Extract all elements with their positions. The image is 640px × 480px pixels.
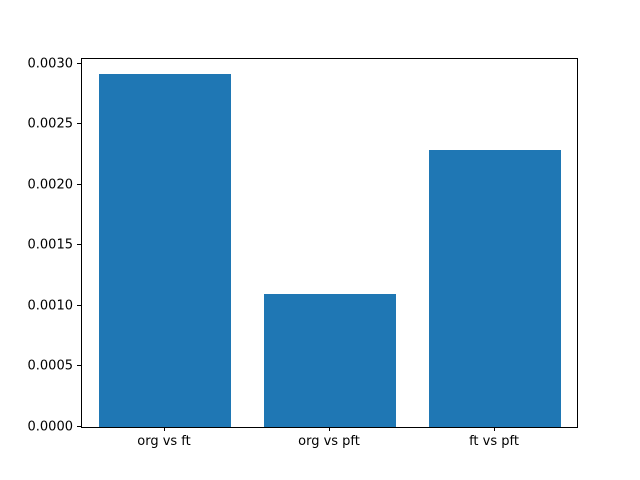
y-tick-mark [77,305,81,306]
y-tick-mark [77,184,81,185]
y-tick-mark [77,63,81,64]
x-tick-mark [494,427,495,431]
y-tick-mark [77,426,81,427]
y-tick-label: 0.0030 [27,56,74,72]
bar-org-vs-ft [99,74,231,427]
bar-org-vs-pft [264,294,396,427]
y-tick-label: 0.0005 [27,358,74,374]
plot-area [81,58,578,428]
y-tick-label: 0.0010 [27,298,74,314]
bar-ft-vs-pft [429,150,561,427]
y-tick-mark [77,123,81,124]
y-tick-mark [77,244,81,245]
y-tick-label: 0.0025 [27,116,74,132]
x-tick-mark [164,427,165,431]
y-tick-label: 0.0015 [27,237,74,253]
x-tick-label: ft vs pft [469,434,519,449]
x-tick-mark [329,427,330,431]
y-tick-label: 0.0000 [27,419,74,435]
y-tick-mark [77,365,81,366]
x-tick-label: org vs ft [137,434,191,449]
x-tick-label: org vs pft [298,434,360,449]
y-tick-label: 0.0020 [27,177,74,193]
